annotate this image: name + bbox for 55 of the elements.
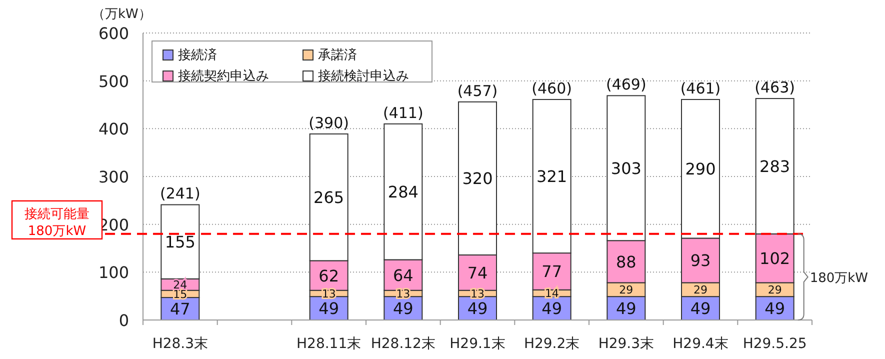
data-label: 49 [467, 299, 488, 318]
ref-line-label: 接続可能量 180万kW [24, 206, 90, 239]
y-tick-label: 100 [98, 263, 129, 282]
data-label: 155 [164, 232, 196, 252]
data-label: 29 [694, 284, 708, 297]
data-label: 29 [619, 284, 634, 297]
data-label: 62 [318, 266, 340, 286]
annotation: 180万kW [810, 270, 868, 286]
data-label: 29 [768, 284, 782, 297]
legend-label: 接続済 [178, 47, 217, 63]
data-label: 283 [760, 156, 790, 176]
total-label: (390) [308, 114, 350, 132]
y-tick-label: 600 [98, 24, 129, 43]
data-label: 49 [616, 299, 636, 318]
data-label: 77 [542, 262, 562, 282]
data-label: 49 [542, 299, 562, 318]
total-label: (469) [606, 76, 646, 94]
y-tick-label: 0 [118, 311, 129, 330]
x-tick-label: H28.12末 [370, 336, 436, 352]
x-tick-label: H29.4末 [672, 336, 728, 352]
x-tick-label: H29.1末 [450, 336, 506, 352]
data-label: 284 [388, 182, 418, 202]
total-label: (411) [382, 104, 424, 122]
total-label: (461) [680, 79, 721, 98]
total-label: (457) [457, 82, 498, 100]
x-tick-label: H28.3末 [152, 336, 208, 352]
data-label: 303 [610, 158, 642, 178]
y-tick-label: 300 [98, 168, 129, 186]
legend-label: 接続検討申込み [318, 69, 409, 84]
total-label: (460) [532, 79, 572, 98]
data-label: 320 [462, 169, 493, 188]
total-label: (463) [754, 78, 796, 97]
legend-label: 接続契約申込み [178, 69, 269, 84]
data-label: 321 [536, 167, 568, 186]
x-tick-label: H29.5.25 [742, 336, 807, 352]
y-axis-title: （万kW） [92, 7, 152, 22]
data-label: 64 [392, 266, 414, 285]
data-label: 49 [318, 299, 340, 318]
x-tick-label: H29.2末 [524, 336, 580, 352]
data-label: 93 [690, 251, 711, 270]
legend-label: 承諾済 [318, 47, 357, 63]
data-label: 265 [314, 188, 344, 208]
data-label: 290 [685, 160, 716, 179]
data-label: 102 [760, 249, 790, 268]
total-label: (241) [160, 184, 200, 203]
y-tick-label: 400 [98, 120, 129, 139]
x-tick-label: H28.11末 [296, 336, 362, 352]
data-label: 74 [467, 263, 488, 282]
data-label: 49 [764, 299, 786, 318]
x-tick-label: H29.3末 [598, 336, 654, 352]
data-label: 49 [392, 299, 414, 318]
data-label: 88 [616, 252, 636, 272]
y-tick-label: 500 [98, 72, 129, 91]
data-label: 49 [690, 299, 711, 318]
data-label: 47 [170, 300, 190, 319]
